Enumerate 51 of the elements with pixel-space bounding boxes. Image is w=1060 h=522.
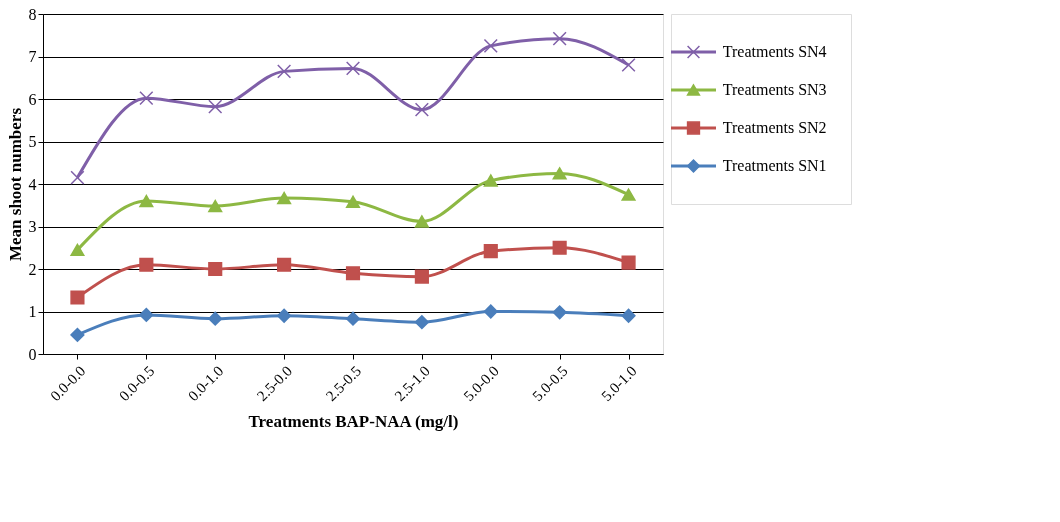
point bbox=[621, 255, 636, 270]
point bbox=[208, 261, 223, 277]
legend-label: Treatments SN3 bbox=[722, 81, 827, 98]
point bbox=[414, 315, 429, 330]
y-tick-label: 3 bbox=[28, 218, 37, 235]
point bbox=[277, 191, 292, 205]
point bbox=[483, 174, 498, 187]
y-tick-label: 7 bbox=[28, 48, 37, 65]
point bbox=[70, 170, 85, 185]
point bbox=[277, 257, 292, 272]
legend-label: Treatments SN2 bbox=[722, 119, 827, 136]
legend-label: Treatments SN4 bbox=[722, 43, 827, 60]
point bbox=[552, 167, 567, 180]
point bbox=[414, 269, 429, 284]
point bbox=[621, 308, 636, 323]
x-axis-title: Treatments BAP-NAA (mg/l) bbox=[248, 412, 459, 432]
point bbox=[277, 308, 292, 323]
point bbox=[208, 311, 223, 326]
point bbox=[483, 304, 498, 319]
y-tick-label: 1 bbox=[28, 303, 37, 320]
point bbox=[552, 31, 567, 46]
point bbox=[621, 57, 636, 73]
point bbox=[483, 244, 498, 259]
point bbox=[345, 195, 361, 209]
point bbox=[414, 215, 429, 228]
point bbox=[139, 194, 154, 208]
point bbox=[345, 61, 361, 76]
point bbox=[277, 64, 292, 79]
point bbox=[208, 99, 223, 114]
y-tick-label: 4 bbox=[28, 175, 37, 193]
point bbox=[621, 188, 636, 201]
y-tick-label: 2 bbox=[28, 260, 37, 278]
point bbox=[552, 305, 567, 320]
point bbox=[139, 257, 154, 272]
point bbox=[345, 266, 361, 281]
y-tick-label: 0 bbox=[28, 345, 37, 363]
point bbox=[139, 307, 154, 322]
point bbox=[70, 290, 85, 305]
point bbox=[70, 327, 85, 342]
y-axis-title: Mean shoot numbers bbox=[5, 107, 25, 262]
legend-label: Treatments SN1 bbox=[722, 157, 827, 174]
y-tick-label: 8 bbox=[28, 5, 37, 23]
point bbox=[483, 38, 498, 53]
point bbox=[414, 102, 429, 117]
point bbox=[139, 91, 154, 106]
point bbox=[552, 240, 567, 255]
y-tick-label: 5 bbox=[28, 133, 37, 150]
point bbox=[208, 199, 223, 213]
point bbox=[70, 243, 85, 257]
y-tick-label: 6 bbox=[28, 90, 37, 108]
point bbox=[345, 311, 361, 326]
